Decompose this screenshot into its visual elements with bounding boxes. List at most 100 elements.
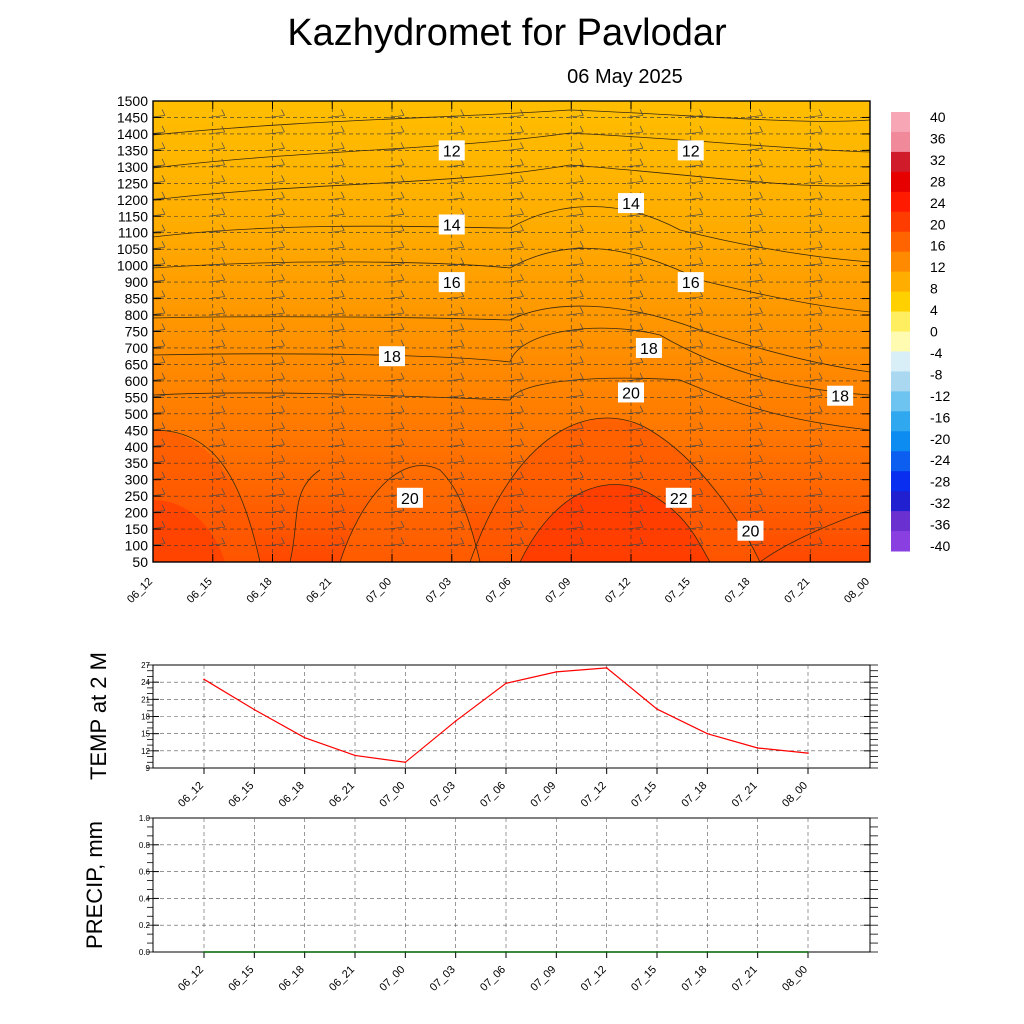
wind-barb: [208, 109, 226, 118]
x-tick-label: 07_21: [730, 780, 760, 810]
x-tick-label: 07_12: [579, 780, 609, 810]
wind-barb: [208, 438, 226, 448]
wind-barb: [328, 372, 345, 382]
wind-barb: [746, 323, 763, 332]
wind-barb: [686, 389, 704, 398]
wind-barb: [686, 224, 704, 234]
colorbar-label: 20: [930, 216, 946, 232]
contour-line: [153, 206, 870, 263]
wind-barb: [387, 125, 405, 135]
colorbar-label: 8: [930, 281, 938, 297]
wind-barb: [268, 125, 285, 135]
colorbar-label: -36: [930, 517, 950, 533]
x-tick-label: 08_00: [780, 780, 810, 810]
contour-line: [339, 465, 481, 562]
wind-barb: [507, 389, 524, 398]
colorbar-label: -20: [930, 431, 950, 447]
wind-barb: [387, 175, 405, 184]
wind-barb: [806, 125, 823, 135]
x-tick-label: 06_18: [245, 576, 275, 606]
series-point: [303, 951, 306, 953]
wind-barb: [268, 455, 285, 464]
wind-barb: [507, 339, 524, 349]
wind-barb: [387, 537, 405, 546]
wind-barb: [567, 323, 584, 332]
y-tick-label: 1000: [117, 258, 148, 274]
colorbar-label: -16: [930, 409, 950, 425]
contour-label: 18: [827, 385, 854, 406]
wind-barb: [328, 241, 345, 250]
wind-barb: [328, 438, 345, 448]
x-tick-label: 07_00: [377, 780, 407, 810]
x-tick-label: 07_06: [478, 780, 508, 810]
contour-label-text: 18: [640, 341, 658, 358]
wind-barb: [746, 241, 763, 250]
wind-barb: [686, 175, 704, 184]
wind-barb: [507, 191, 524, 201]
colorbar: 4036322824201612840-4-8-12-16-20-24-28-3…: [891, 109, 950, 554]
wind-barb: [447, 455, 465, 464]
wind-barb: [806, 389, 823, 398]
wind-barb: [806, 306, 823, 316]
wind-barb: [686, 537, 704, 546]
y-tick-label: 400: [125, 439, 149, 455]
contour-label: 20: [396, 487, 423, 508]
wind-barb: [208, 142, 226, 151]
wind-barb: [387, 257, 405, 266]
x-tick-label: 07_03: [428, 780, 458, 810]
wind-barb: [388, 101, 391, 102]
x-tick-label: 07_03: [424, 576, 454, 606]
series-point: [505, 951, 507, 953]
wind-barb: [806, 438, 823, 448]
contour-line: [153, 132, 870, 169]
contour-label-text: 12: [682, 143, 700, 160]
wind-barb: [507, 487, 524, 497]
x-tick-label: 07_00: [377, 964, 407, 994]
x-tick-label: 07_18: [679, 780, 709, 810]
wind-barb: [268, 487, 285, 497]
wind-barb: [268, 273, 285, 283]
colorbar-swatch: [891, 491, 910, 512]
wind-barb: [806, 405, 823, 415]
contour-label: 18: [635, 337, 662, 358]
wind-barb: [806, 142, 823, 151]
wind-barb: [208, 241, 226, 250]
wind-barb: [447, 537, 465, 546]
wind-barb: [447, 405, 465, 415]
wind-barb: [153, 455, 166, 464]
colorbar-label: 12: [930, 259, 946, 275]
wind-barb: [208, 306, 226, 316]
wind-barb: [627, 101, 630, 102]
contour-label-text: 22: [670, 491, 688, 508]
wind-barb: [328, 455, 345, 464]
wind-barb: [208, 158, 226, 168]
wind-barb: [626, 241, 644, 250]
wind-barb: [447, 109, 465, 118]
wind-barb: [626, 537, 644, 546]
y-tick-label: 1150: [118, 208, 148, 224]
colorbar-swatch: [891, 191, 910, 213]
wind-barb: [507, 109, 524, 118]
contour-label-bg: [635, 337, 662, 358]
wind-barb: [626, 290, 644, 299]
wind-barb: [268, 422, 285, 431]
wind-barb: [626, 257, 644, 266]
wind-barb: [626, 422, 644, 431]
wind-barb: [328, 306, 345, 316]
wind-barb: [268, 339, 285, 349]
wind-barb: [686, 109, 704, 118]
wind-barb: [328, 537, 345, 546]
x-tick-label: 06_21: [327, 964, 357, 994]
contour-line: [289, 469, 321, 562]
colorbar-swatch: [891, 411, 910, 432]
wind-barb: [328, 504, 345, 513]
wind-barb: [328, 224, 345, 234]
wind-barb: [746, 290, 763, 299]
colorbar-swatch: [891, 451, 910, 472]
y-tick-label: 1050: [117, 241, 148, 257]
x-tick-label: 07_00: [364, 576, 394, 606]
wind-barb: [387, 405, 405, 415]
wind-barb: [268, 101, 272, 102]
wind-barb: [806, 471, 823, 481]
x-tick-label: 06_18: [277, 780, 307, 810]
